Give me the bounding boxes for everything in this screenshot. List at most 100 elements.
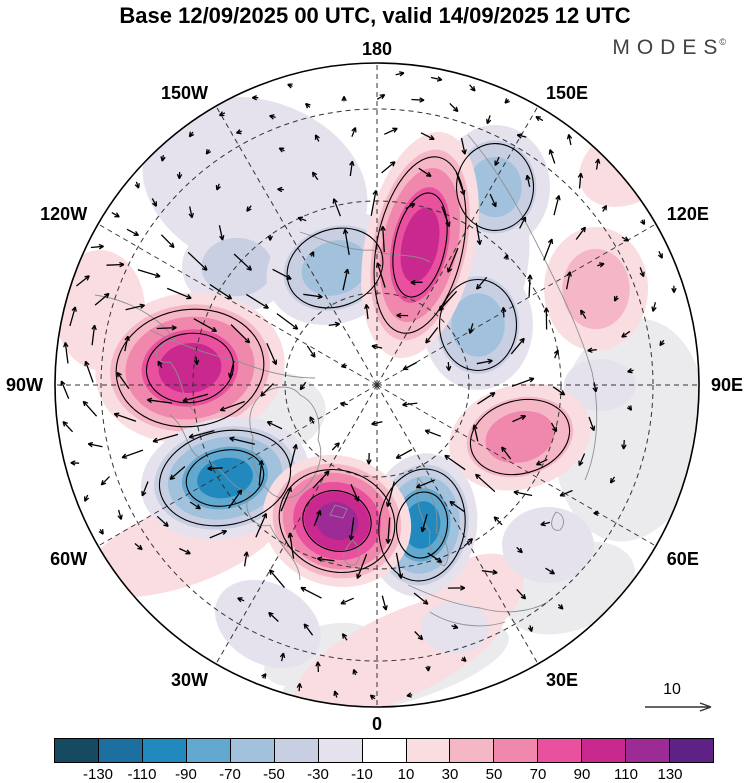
contour-line	[378, 468, 466, 582]
wind-arrow	[516, 588, 527, 600]
wind-arrow	[134, 181, 140, 189]
wind-arrow	[341, 633, 348, 641]
wind-arrow	[332, 198, 342, 217]
wind-arrow	[166, 287, 192, 300]
wind-arrow	[188, 429, 215, 439]
colorbar-cell	[581, 739, 626, 762]
contour-line	[302, 490, 372, 552]
wind-arrow	[575, 226, 587, 240]
modes-logo: MODES©	[612, 36, 726, 60]
wind-arrow	[306, 345, 316, 358]
wind-arrow	[314, 134, 320, 142]
wind-arrow	[430, 76, 443, 82]
wind-arrow	[351, 127, 357, 137]
wind-arrow	[117, 509, 123, 520]
wind-arrow	[62, 420, 74, 433]
wind-arrow	[414, 631, 424, 641]
colorbar-cell	[317, 739, 362, 762]
longitude-label: 120E	[667, 204, 709, 224]
wind-arrow	[657, 251, 663, 259]
wind-arrow	[176, 171, 183, 180]
wind-arrow	[304, 102, 311, 109]
wind-arrow	[266, 421, 283, 430]
wind-arrow	[651, 302, 657, 312]
wind-arrow	[527, 625, 534, 633]
wind-arrow	[137, 269, 161, 278]
coastline-path	[416, 477, 449, 567]
wind-arrow	[366, 452, 372, 465]
wind-arrow	[463, 537, 474, 547]
longitude-label: 150W	[161, 83, 208, 103]
contour-line	[158, 429, 292, 527]
wind-arrow	[228, 489, 243, 509]
longitude-label: 180	[362, 39, 392, 59]
wind-arrow	[601, 204, 608, 212]
wind-arrow	[160, 154, 166, 162]
contour-line	[286, 227, 384, 309]
coastline-path	[551, 511, 564, 531]
wind-arrow	[444, 454, 466, 471]
wind-arrow	[535, 458, 548, 466]
wind-arrow	[405, 202, 416, 210]
contour-line	[115, 308, 265, 428]
colorbar-cell	[141, 739, 186, 762]
wind-arrow	[671, 285, 677, 293]
wind-arrow	[447, 248, 459, 273]
wind-arrow	[313, 510, 322, 527]
wind-arrow	[268, 569, 285, 589]
wind-arrow	[157, 360, 163, 369]
wind-arrow	[384, 127, 398, 135]
wind-arrow	[406, 692, 413, 698]
wind-arrow	[245, 293, 269, 309]
wind-arrow	[342, 268, 350, 291]
wind-arrow	[276, 313, 299, 330]
coastline-path	[407, 584, 549, 627]
wind-arrow	[369, 694, 376, 700]
wind-arrow	[613, 295, 619, 302]
wind-arrow	[626, 405, 633, 411]
page-title: Base 12/09/2025 00 UTC, valid 14/09/2025…	[119, 3, 631, 28]
wind-arrow	[461, 656, 467, 663]
wind-arrow	[411, 97, 425, 103]
colorbar-cell	[361, 739, 406, 762]
wind-arrow	[566, 134, 573, 146]
wind-arrow	[501, 446, 512, 460]
colorbar-tick-labels: -130 -110 -90 -70 -50 -30 -10 10 30 50 70 90 110 130	[54, 763, 714, 783]
wind-arrow	[333, 690, 339, 698]
wind-arrow	[350, 483, 360, 502]
wind-arrow	[341, 96, 347, 102]
wind-arrow	[621, 330, 631, 338]
wind-arrow	[565, 271, 572, 290]
wind-arrow	[116, 371, 130, 389]
longitude-label: 120W	[40, 204, 87, 224]
wind-arrow	[311, 171, 319, 181]
wind-arrow	[494, 156, 500, 166]
anomaly-band	[403, 501, 441, 549]
wind-arrow	[371, 344, 383, 350]
colorbar-cell	[537, 739, 582, 762]
anomaly-band	[502, 507, 594, 583]
wind-arrow	[447, 585, 466, 591]
wind-arrow	[70, 460, 80, 466]
wind-arrow	[303, 623, 314, 636]
wind-arrow	[413, 592, 429, 605]
wind-arrow	[82, 400, 98, 417]
wind-arrow	[381, 161, 396, 174]
wind-arrow	[279, 652, 286, 662]
wind-arrow	[235, 129, 242, 135]
anomaly-band	[315, 502, 359, 540]
longitude-label: 0	[372, 714, 382, 734]
wind-arrow	[475, 276, 488, 290]
wind-arrow	[125, 303, 146, 311]
wind-arrow	[315, 661, 321, 673]
wind-arrow	[402, 401, 418, 408]
coastline-path	[467, 134, 598, 481]
wind-arrow	[639, 267, 645, 278]
wind-arrow	[340, 362, 347, 369]
wind-arrow	[420, 132, 435, 141]
wind-arrow	[395, 448, 413, 459]
wind-arrow	[486, 115, 492, 125]
contour-line	[373, 156, 467, 334]
wind-arrow	[111, 212, 120, 218]
longitude-label: 90W	[6, 375, 43, 395]
